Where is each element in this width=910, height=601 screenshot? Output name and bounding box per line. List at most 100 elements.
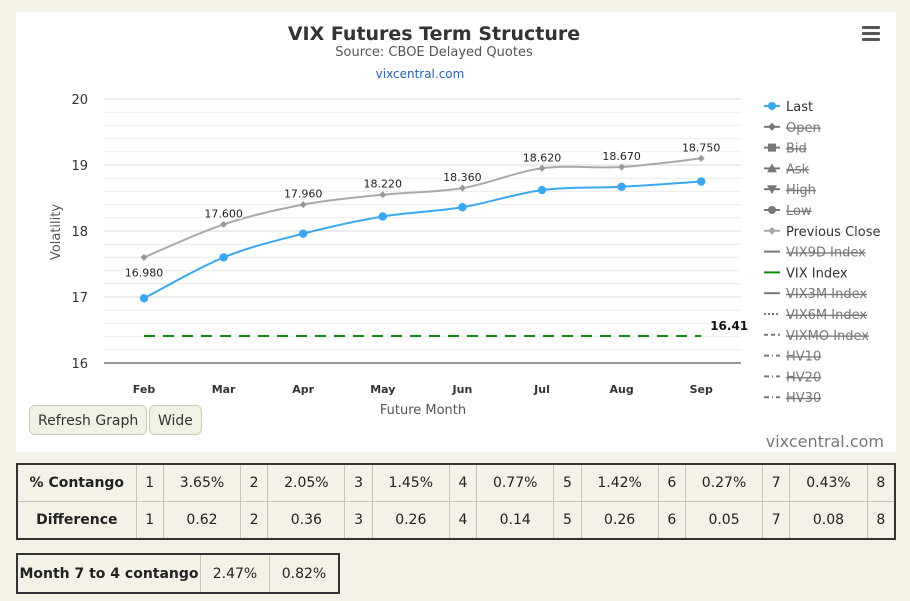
legend-item[interactable]: VIX9D Index bbox=[764, 246, 866, 261]
last-data-point bbox=[697, 177, 706, 186]
value-cell: 0.08 bbox=[789, 501, 868, 540]
last-data-point bbox=[378, 212, 387, 221]
month-index-cell: 1 bbox=[135, 501, 164, 540]
table-row: Difference 1 0.62 2 0.36 3 0.26 4 0.14 5 0.26 6 0.05… bbox=[16, 501, 896, 540]
last-data-point bbox=[219, 253, 228, 262]
legend-diamond-icon bbox=[768, 226, 776, 235]
data-label-last: 18.670 bbox=[602, 150, 641, 163]
legend-label: Ask bbox=[786, 162, 810, 177]
value-cell: 1.45% bbox=[371, 463, 450, 502]
row-label: % Contango bbox=[16, 463, 137, 502]
legend-item[interactable]: High bbox=[764, 183, 816, 198]
legend-item[interactable]: Open bbox=[764, 121, 821, 136]
x-tick-label: May bbox=[370, 383, 395, 396]
previous-close-point bbox=[697, 154, 705, 162]
month-index-cell: 7 bbox=[762, 501, 791, 540]
x-tick-label: Aug bbox=[609, 383, 633, 396]
legend-item[interactable]: Previous Close bbox=[764, 225, 881, 240]
legend-label: High bbox=[786, 183, 816, 198]
previous-close-point bbox=[618, 163, 626, 171]
month-index-cell: 6 bbox=[657, 501, 686, 540]
y-tick-label: 16 bbox=[71, 357, 88, 372]
source-link[interactable]: vixcentral.com bbox=[376, 67, 465, 81]
last-data-point bbox=[458, 203, 467, 212]
value-cell: 0.05 bbox=[684, 501, 764, 540]
previous-close-point bbox=[299, 201, 307, 209]
month-index-cell: 1 bbox=[135, 463, 164, 502]
legend-item[interactable]: Low bbox=[764, 204, 812, 219]
previous-close-point bbox=[140, 253, 148, 261]
x-axis-label: Future Month bbox=[380, 403, 466, 418]
month-index-cell: 2 bbox=[240, 463, 269, 502]
data-label-last: 17.600 bbox=[204, 207, 243, 220]
y-tick-label: 17 bbox=[71, 291, 88, 306]
x-tick-label: Feb bbox=[133, 383, 156, 396]
x-tick-label: Mar bbox=[212, 383, 236, 396]
legend-label: Last bbox=[786, 100, 813, 115]
value-cell: 0.14 bbox=[476, 501, 555, 540]
legend-item[interactable]: Bid bbox=[764, 142, 807, 157]
legend-label: HV30 bbox=[786, 391, 821, 406]
value-cell: 0.62 bbox=[162, 501, 242, 540]
value-cell: 2.05% bbox=[267, 463, 346, 502]
y-tick-label: 18 bbox=[71, 225, 88, 240]
month-contango-label: Month 7 to 4 contango bbox=[16, 553, 201, 594]
x-tick-label: Jun bbox=[452, 383, 473, 396]
legend-label: VIXMO Index bbox=[786, 329, 869, 344]
chart-panel: VIX Futures Term Structure Source: CBOE D… bbox=[16, 12, 896, 452]
value-cell: 3.65% bbox=[162, 463, 242, 502]
y-tick-label: 19 bbox=[71, 159, 88, 174]
y-axis-label: Volatility bbox=[49, 204, 64, 260]
vix-index-end-label: 16.41 bbox=[710, 319, 748, 333]
value-cell: 1.42% bbox=[580, 463, 659, 502]
legend-item[interactable]: HV30 bbox=[764, 391, 821, 406]
legend-label: HV10 bbox=[786, 350, 821, 365]
data-label-last: 18.360 bbox=[443, 171, 482, 184]
legend-label: Bid bbox=[786, 142, 807, 157]
month-contango-table: Month 7 to 4 contango 2.47% 0.82% bbox=[16, 553, 340, 594]
legend-square-icon bbox=[768, 143, 776, 152]
hamburger-menu-icon[interactable] bbox=[862, 26, 880, 42]
legend-triangle-icon bbox=[767, 163, 777, 173]
last-data-point bbox=[139, 294, 149, 303]
month-contango-value: 0.82% bbox=[269, 553, 340, 594]
series-line-last bbox=[143, 180, 702, 300]
month-index-cell: 3 bbox=[344, 463, 373, 502]
legend-item[interactable]: HV10 bbox=[764, 350, 821, 365]
legend-label: Open bbox=[786, 121, 821, 136]
last-data-point bbox=[537, 185, 547, 195]
month-index-cell: 4 bbox=[448, 463, 478, 502]
legend-item[interactable]: HV20 bbox=[764, 370, 821, 385]
month-index-cell: 6 bbox=[657, 463, 686, 502]
previous-close-point bbox=[379, 191, 387, 199]
x-tick-label: Apr bbox=[292, 383, 314, 396]
data-label-last: 18.620 bbox=[523, 151, 562, 164]
legend-label: HV20 bbox=[786, 370, 821, 385]
series-line-previous-close bbox=[143, 157, 702, 259]
legend-item[interactable]: VIX3M Index bbox=[764, 287, 867, 302]
month-index-cell: 8 bbox=[866, 501, 896, 540]
previous-close-point bbox=[538, 164, 546, 172]
legend-label: VIX3M Index bbox=[786, 287, 867, 302]
legend-item[interactable]: VIXMO Index bbox=[764, 329, 869, 344]
data-label-last: 18.750 bbox=[682, 141, 721, 154]
month-index-cell: 5 bbox=[553, 463, 582, 502]
legend-item[interactable]: Last bbox=[764, 100, 813, 115]
legend-item[interactable]: VIX6M Index bbox=[764, 308, 867, 323]
chart-title: VIX Futures Term Structure bbox=[288, 23, 580, 45]
x-tick-label: Jul bbox=[533, 383, 550, 396]
legend-circle-icon bbox=[768, 102, 776, 110]
legend-circle-icon bbox=[768, 206, 776, 214]
wide-button[interactable]: Wide bbox=[149, 405, 202, 435]
legend-label: VIX Index bbox=[786, 266, 848, 281]
table-row: % Contango 1 3.65% 2 2.05% 3 1.45% 4 0.77% 5 1.42%… bbox=[16, 463, 896, 502]
legend-item[interactable]: VIX Index bbox=[764, 266, 848, 281]
refresh-graph-button[interactable]: Refresh Graph bbox=[29, 405, 148, 435]
chart-subtitle: Source: CBOE Delayed Quotes bbox=[335, 45, 533, 60]
month-index-cell: 5 bbox=[553, 501, 582, 540]
watermark: vixcentral.com bbox=[765, 432, 884, 451]
legend-item[interactable]: Ask bbox=[764, 162, 810, 177]
legend-label: VIX9D Index bbox=[786, 246, 866, 261]
value-cell: 0.27% bbox=[684, 463, 764, 502]
